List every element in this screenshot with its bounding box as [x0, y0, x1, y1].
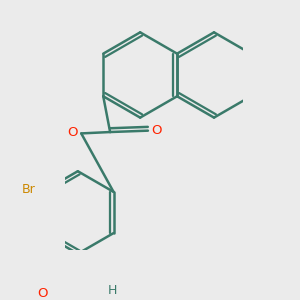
Text: Br: Br — [22, 183, 35, 196]
Text: O: O — [152, 124, 162, 137]
Text: O: O — [38, 287, 48, 300]
Text: O: O — [67, 125, 78, 139]
Text: H: H — [107, 284, 117, 297]
